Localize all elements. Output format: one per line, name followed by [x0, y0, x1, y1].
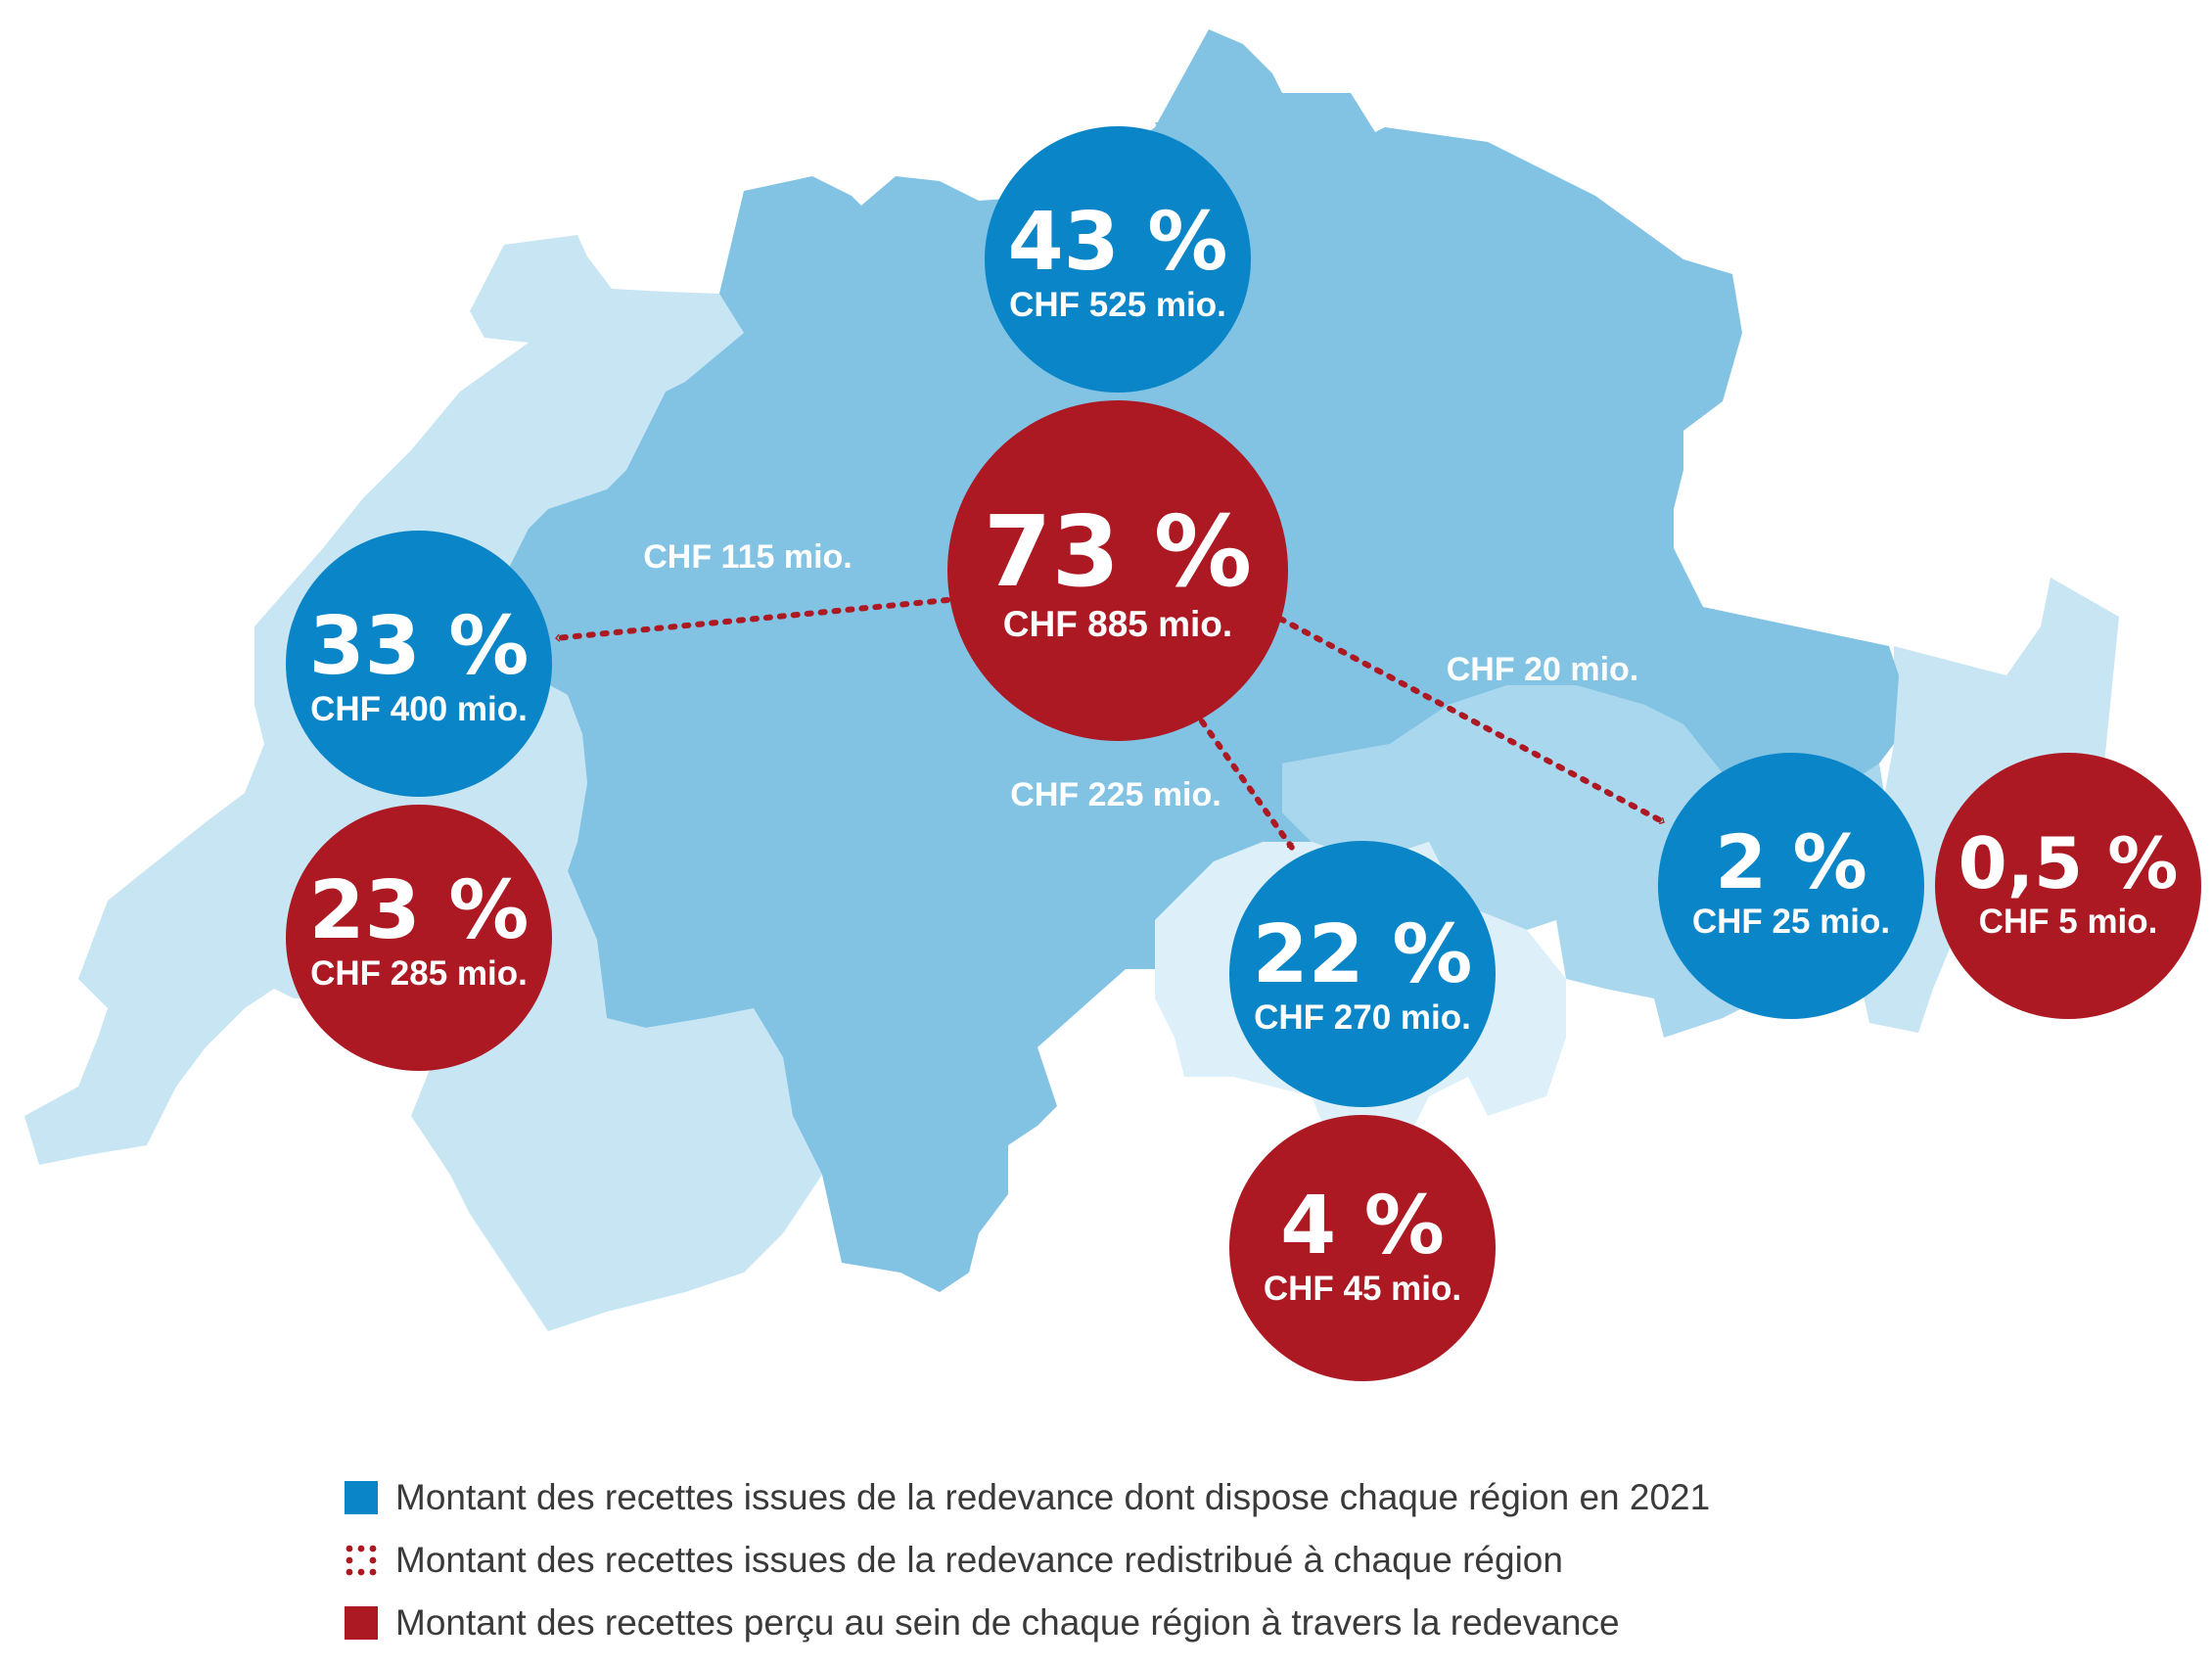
legend: Montant des recettes issues de la redeva…: [345, 1466, 1710, 1654]
circle-italian-available: 22 % CHF 270 mio.: [1229, 841, 1496, 1107]
circle-french-collected: 23 % CHF 285 mio.: [286, 805, 552, 1071]
circle-romansh-collected-percent: 0,5 %: [1959, 822, 2179, 904]
circle-italian-collected: 4 % CHF 45 mio.: [1229, 1115, 1496, 1381]
circle-german-collected-disc: [947, 400, 1288, 741]
circle-german-available-percent: 43 %: [1008, 196, 1228, 289]
circle-german-available-amount: CHF 525 mio.: [1009, 286, 1226, 324]
circle-italian-collected-amount: CHF 45 mio.: [1264, 1270, 1461, 1308]
circle-romansh-collected-disc: [1935, 753, 2201, 1019]
flow-arrow-to-romansh: [1277, 616, 1667, 825]
circle-romansh-available-amount: CHF 25 mio.: [1692, 903, 1890, 941]
circle-german-collected: 73 % CHF 885 mio.: [947, 400, 1288, 741]
circle-french-collected-disc: [286, 805, 552, 1071]
flow-arrow-to-french: [553, 597, 950, 642]
legend-item-red: Montant des recettes perçu au sein de ch…: [345, 1592, 1710, 1654]
circle-italian-available-amount: CHF 270 mio.: [1254, 998, 1471, 1037]
legend-swatch-red: [345, 1606, 378, 1640]
circle-italian-available-disc: [1229, 841, 1496, 1107]
circle-french-available-amount: CHF 400 mio.: [310, 690, 528, 728]
legend-item-blue: Montant des recettes issues de la redeva…: [345, 1466, 1710, 1529]
legend-text-redistributed: Montant des recettes issues de la redeva…: [395, 1540, 1563, 1580]
circle-romansh-collected: 0,5 % CHF 5 mio.: [1935, 753, 2201, 1019]
circle-romansh-available-disc: [1658, 753, 1924, 1019]
circle-french-available-disc: [286, 531, 552, 797]
flow-arrow-to-italian: [1199, 718, 1295, 851]
legend-text-available: Montant des recettes issues de la redeva…: [395, 1477, 1711, 1517]
circle-french-available: 33 % CHF 400 mio.: [286, 531, 552, 797]
circle-german-available: 43 % CHF 525 mio.: [985, 126, 1251, 393]
flow-label-to-italian: CHF 225 mio.: [1010, 776, 1221, 813]
circle-romansh-available-percent: 2 %: [1715, 818, 1867, 905]
circle-romansh-available: 2 % CHF 25 mio.: [1658, 753, 1924, 1019]
circle-romansh-collected-amount: CHF 5 mio.: [1979, 903, 2158, 941]
flow-label-to-french: CHF 115 mio.: [643, 538, 853, 576]
circle-italian-collected-disc: [1229, 1115, 1496, 1381]
circle-french-collected-percent: 23 %: [309, 864, 530, 957]
legend-item-dots: Montant des recettes issues de la redeva…: [345, 1529, 1710, 1592]
circle-french-collected-amount: CHF 285 mio.: [310, 954, 528, 993]
legend-swatch-blue: [345, 1481, 378, 1514]
circle-german-available-disc: [985, 126, 1251, 393]
circle-italian-collected-percent: 4 %: [1280, 1180, 1445, 1273]
circle-french-available-percent: 33 %: [309, 600, 530, 693]
flow-label-to-romansh: CHF 20 mio.: [1447, 651, 1638, 688]
circle-german-collected-amount: CHF 885 mio.: [1003, 604, 1232, 644]
legend-dots-icon: [346, 1545, 377, 1576]
legend-text-collected: Montant des recettes perçu au sein de ch…: [395, 1602, 1620, 1643]
circle-italian-available-percent: 22 %: [1253, 908, 1473, 1001]
circle-german-collected-percent: 73 %: [984, 494, 1252, 609]
